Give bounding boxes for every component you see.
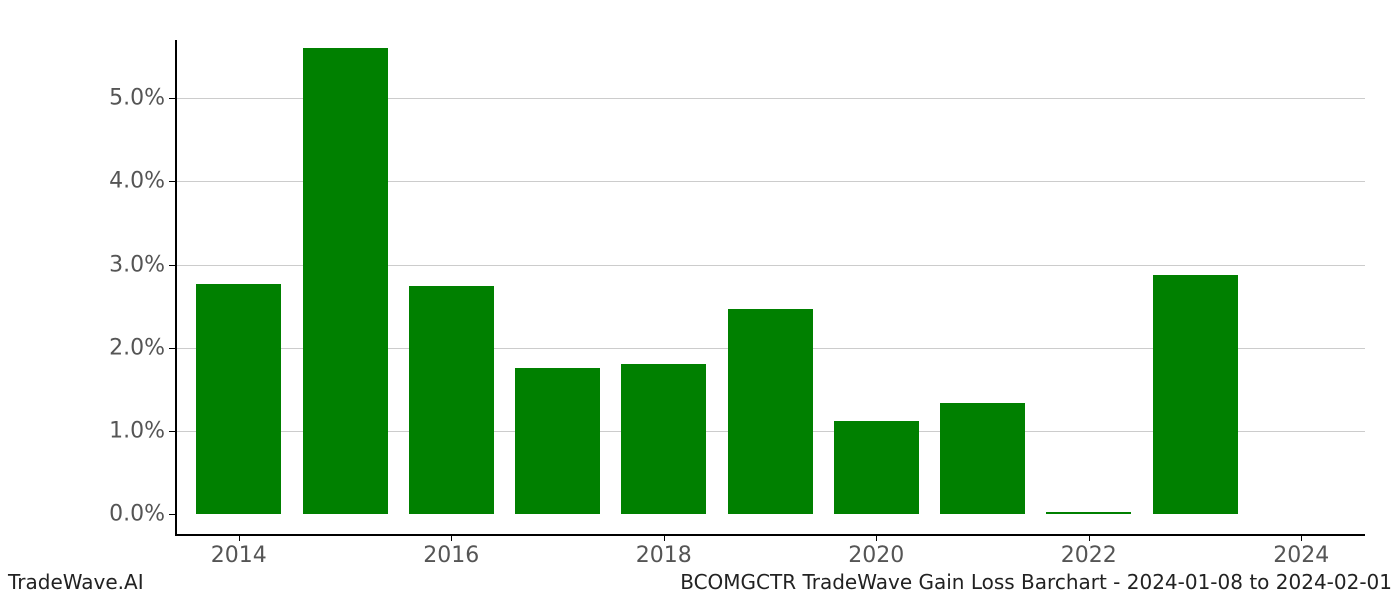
bar	[515, 368, 600, 514]
bar	[621, 364, 706, 515]
footer-left-text: TradeWave.AI	[8, 570, 144, 594]
y-tick-label: 0.0%	[109, 502, 175, 527]
x-tick-label: 2014	[211, 535, 267, 568]
bar	[1046, 512, 1131, 514]
x-tick-label: 2022	[1061, 535, 1117, 568]
y-tick-label: 1.0%	[109, 419, 175, 444]
y-tick-label: 5.0%	[109, 86, 175, 111]
x-tick-label: 2016	[423, 535, 479, 568]
bar	[1153, 275, 1238, 514]
y-tick-label: 4.0%	[109, 169, 175, 194]
bar	[834, 421, 919, 514]
y-tick-label: 2.0%	[109, 335, 175, 360]
bar	[303, 48, 388, 514]
bar	[409, 286, 494, 514]
bar	[940, 403, 1025, 514]
x-tick-label: 2020	[848, 535, 904, 568]
y-tick-label: 3.0%	[109, 252, 175, 277]
bar	[728, 309, 813, 514]
x-tick-label: 2018	[636, 535, 692, 568]
x-axis	[175, 534, 1365, 536]
x-tick-label: 2024	[1273, 535, 1329, 568]
y-axis	[175, 40, 177, 535]
chart-container: 0.0% 1.0% 2.0% 3.0% 4.0% 5.0% 2014 2016 2018 2020…	[0, 0, 1400, 600]
footer-right-text: BCOMGCTR TradeWave Gain Loss Barchart - …	[680, 570, 1392, 594]
plot-area: 0.0%1.0%2.0%3.0%4.0%5.0%2014201620182020…	[175, 40, 1365, 535]
bar	[196, 284, 281, 514]
